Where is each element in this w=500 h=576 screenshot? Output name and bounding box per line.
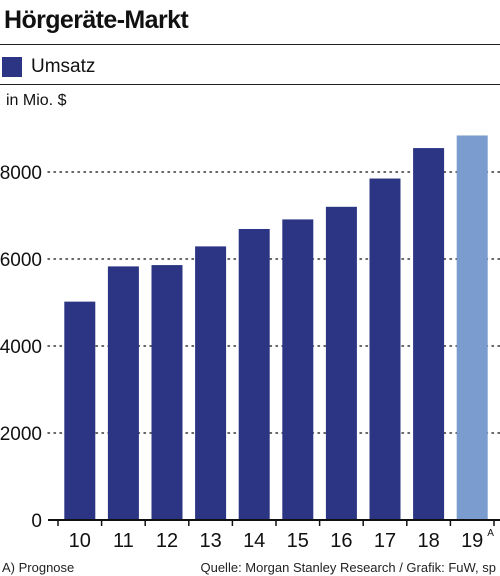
- y-tick-label-8000: 8000: [0, 163, 42, 184]
- y-axis-unit-label: in Mio. $: [6, 92, 67, 109]
- x-tick-label-18: 18: [417, 530, 439, 552]
- x-tick-label-11: 11: [113, 530, 134, 552]
- x-tick-label-17: 17: [374, 530, 396, 552]
- bar-13: [195, 246, 227, 520]
- x-tick-marker-19: A: [487, 528, 494, 539]
- x-tick-label-14: 14: [243, 530, 265, 552]
- title-divider: [0, 44, 500, 45]
- legend-label-umsatz: Umsatz: [31, 56, 96, 77]
- bar-10: [64, 301, 96, 520]
- bar-11: [107, 266, 139, 520]
- x-tick-label-10: 10: [69, 530, 91, 552]
- x-tick-label-15: 15: [287, 530, 309, 552]
- bar-18: [413, 148, 445, 520]
- legend-swatch-umsatz: [2, 57, 22, 77]
- y-tick-label-0: 0: [31, 511, 42, 532]
- bar-15: [282, 219, 314, 521]
- bar-12: [151, 265, 183, 520]
- x-tick-label-16: 16: [330, 530, 352, 552]
- y-tick-label-6000: 6000: [0, 250, 42, 271]
- chart-title: Hörgeräte-Markt: [4, 6, 189, 34]
- x-tick-label-13: 13: [199, 530, 221, 552]
- source-credit: Quelle: Morgan Stanley Research / Grafik…: [200, 560, 496, 575]
- footnote: A) Prognose: [2, 560, 75, 575]
- bar-19: [456, 135, 488, 520]
- bar-chart: 0 2000 4000 6000 8000 10 11 12 13 14 15 16 17 18 19 A: [0, 135, 500, 552]
- x-tick-label-19: 19: [461, 530, 483, 552]
- legend-divider: [0, 84, 500, 85]
- x-tick-label-12: 12: [156, 530, 178, 552]
- bar-16: [325, 206, 357, 521]
- y-tick-label-2000: 2000: [0, 424, 42, 445]
- y-tick-label-4000: 4000: [0, 337, 42, 358]
- bar-14: [238, 228, 270, 521]
- bar-17: [369, 178, 401, 520]
- legend: Umsatz: [2, 53, 95, 81]
